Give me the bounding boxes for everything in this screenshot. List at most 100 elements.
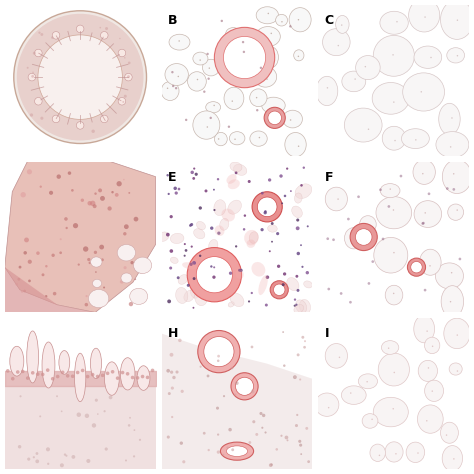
Ellipse shape [264, 47, 278, 68]
Ellipse shape [230, 162, 242, 172]
Polygon shape [5, 162, 155, 312]
Ellipse shape [425, 337, 440, 354]
Circle shape [111, 370, 114, 374]
Circle shape [118, 98, 126, 105]
Circle shape [456, 334, 458, 336]
Circle shape [38, 35, 122, 119]
Circle shape [178, 40, 180, 42]
Ellipse shape [193, 111, 220, 139]
Ellipse shape [227, 446, 247, 456]
Circle shape [425, 212, 426, 214]
Circle shape [18, 265, 21, 269]
Ellipse shape [170, 233, 184, 244]
Ellipse shape [130, 288, 148, 304]
Ellipse shape [170, 257, 178, 264]
Circle shape [217, 355, 220, 357]
Circle shape [103, 410, 106, 412]
Circle shape [183, 255, 186, 257]
Ellipse shape [220, 442, 254, 460]
Circle shape [298, 19, 299, 20]
Circle shape [268, 178, 271, 182]
Ellipse shape [91, 257, 102, 267]
Circle shape [117, 181, 122, 186]
Circle shape [297, 289, 300, 292]
Circle shape [233, 56, 234, 57]
Circle shape [46, 368, 49, 372]
Circle shape [190, 263, 193, 266]
Circle shape [234, 393, 237, 396]
Ellipse shape [92, 279, 101, 287]
Circle shape [213, 209, 216, 211]
Circle shape [64, 217, 68, 221]
Circle shape [231, 100, 233, 102]
Ellipse shape [345, 228, 363, 249]
Circle shape [279, 174, 283, 178]
Circle shape [210, 265, 212, 268]
Ellipse shape [169, 34, 190, 50]
Text: E: E [168, 171, 176, 183]
Circle shape [295, 275, 298, 278]
Ellipse shape [244, 230, 259, 246]
Circle shape [349, 301, 352, 303]
Circle shape [35, 49, 42, 57]
Ellipse shape [444, 318, 470, 349]
Circle shape [223, 36, 265, 79]
Circle shape [271, 222, 273, 225]
Circle shape [328, 288, 330, 291]
Circle shape [432, 346, 433, 347]
Circle shape [431, 391, 433, 392]
Circle shape [251, 292, 253, 294]
Circle shape [267, 13, 269, 14]
Circle shape [217, 433, 219, 436]
Ellipse shape [362, 414, 378, 428]
Circle shape [306, 271, 309, 274]
Ellipse shape [254, 66, 277, 87]
Circle shape [36, 459, 39, 463]
Circle shape [28, 73, 36, 81]
Circle shape [56, 395, 58, 397]
Circle shape [124, 95, 127, 98]
Circle shape [16, 370, 19, 374]
Circle shape [332, 238, 335, 241]
Ellipse shape [441, 286, 464, 317]
Circle shape [128, 62, 130, 64]
Circle shape [270, 463, 273, 466]
Circle shape [427, 330, 428, 332]
Circle shape [239, 269, 243, 272]
Circle shape [30, 113, 33, 117]
Circle shape [84, 303, 88, 306]
Circle shape [195, 173, 198, 176]
Circle shape [210, 117, 212, 119]
Circle shape [184, 243, 186, 245]
Circle shape [166, 369, 170, 373]
Circle shape [182, 460, 185, 464]
Polygon shape [5, 267, 95, 312]
Circle shape [95, 271, 97, 273]
Circle shape [105, 27, 108, 30]
Circle shape [85, 295, 88, 297]
Circle shape [170, 215, 173, 219]
Ellipse shape [195, 289, 208, 306]
Circle shape [136, 376, 139, 380]
Circle shape [115, 193, 118, 197]
Circle shape [248, 301, 250, 302]
Circle shape [21, 290, 23, 293]
Circle shape [307, 460, 310, 463]
Circle shape [417, 452, 419, 454]
Circle shape [28, 280, 31, 282]
Circle shape [243, 51, 245, 53]
Ellipse shape [418, 405, 443, 433]
Circle shape [212, 275, 216, 279]
Ellipse shape [414, 315, 435, 343]
Circle shape [393, 292, 394, 294]
Circle shape [192, 277, 196, 280]
Ellipse shape [439, 103, 460, 135]
Ellipse shape [42, 342, 55, 388]
Ellipse shape [442, 160, 472, 193]
Circle shape [101, 258, 104, 261]
Circle shape [15, 283, 18, 285]
Circle shape [193, 167, 195, 170]
Circle shape [233, 33, 235, 34]
Ellipse shape [206, 101, 220, 113]
Ellipse shape [449, 363, 462, 375]
